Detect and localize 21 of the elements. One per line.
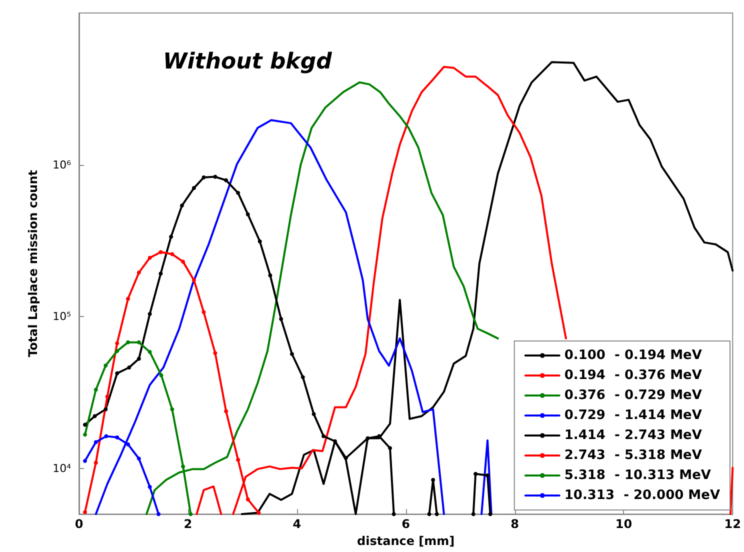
- legend-label: 2.743 - 5.318 MeV: [564, 448, 702, 463]
- y-tick-label: 10⁴: [52, 462, 72, 475]
- legend-label: 10.313 - 20.000 MeV: [564, 488, 720, 503]
- x-tick-label: 6: [402, 517, 410, 532]
- legend-label: 5.318 - 10.313 MeV: [564, 468, 711, 483]
- y-tick-label: 10⁶: [52, 158, 72, 172]
- y-tick-label: 10⁵: [52, 310, 71, 324]
- x-tick-label: 10: [615, 517, 632, 532]
- x-tick-label: 2: [184, 517, 192, 532]
- x-tick-label: 0: [74, 517, 84, 532]
- legend-label: 0.100 - 0.194 MeV: [564, 348, 702, 363]
- x-tick-label: 4: [292, 517, 302, 532]
- x-tick-label: 8: [510, 517, 519, 532]
- y-axis-title: Total Laplace mission count: [26, 170, 40, 358]
- text: Without bkgd: [163, 50, 332, 74]
- legend-label: 0.194 - 0.376 MeV: [564, 368, 702, 383]
- x-axis-title: distance [mm]: [357, 534, 455, 548]
- legend-label: 0.729 - 1.414 MeV: [564, 408, 702, 423]
- legend-label: 0.376 - 0.729 MeV: [564, 388, 702, 403]
- x-tick-label: 12: [724, 517, 741, 532]
- legend-label: 1.414 - 2.743 MeV: [564, 428, 702, 443]
